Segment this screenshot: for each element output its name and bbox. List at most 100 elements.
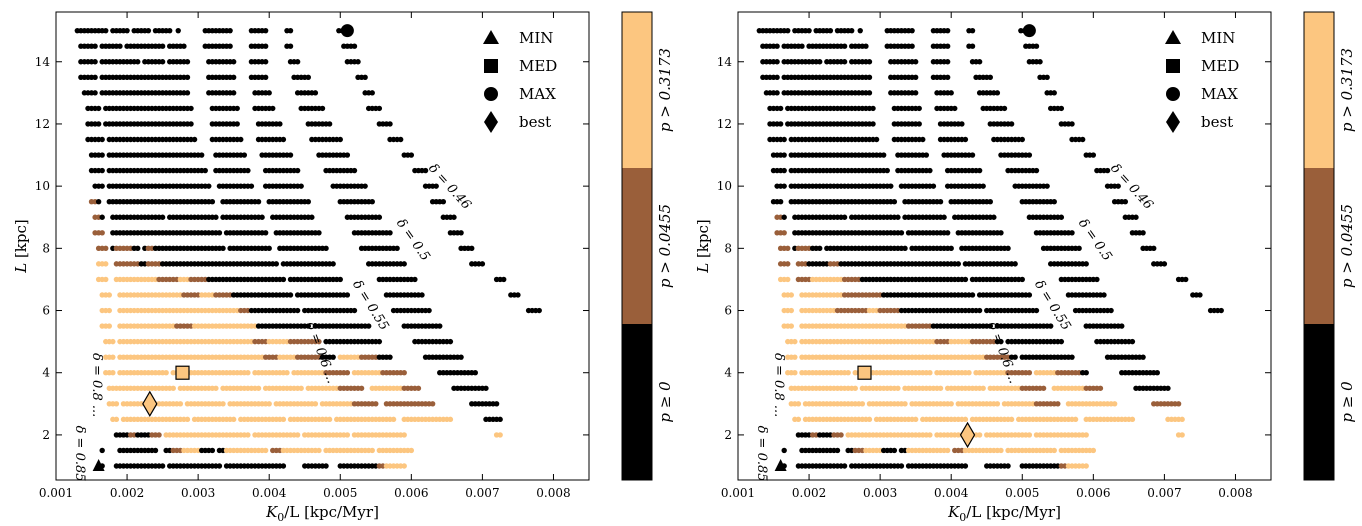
data-point	[998, 447, 1004, 454]
data-point	[497, 416, 503, 423]
data-point	[159, 463, 166, 469]
data-point	[216, 230, 223, 236]
data-point	[262, 230, 269, 236]
data-point	[785, 261, 791, 267]
colorbar-segment	[622, 324, 652, 480]
data-point	[394, 245, 400, 252]
x-axis-label-main: K	[947, 503, 960, 521]
x-tick-label: 0.006	[394, 486, 428, 500]
delta-label: δ = 0.8 ...	[771, 353, 786, 417]
data-point	[994, 401, 1001, 407]
data-point	[827, 27, 834, 34]
data-point	[987, 74, 993, 81]
data-point	[1069, 354, 1075, 360]
x-tick-label: 0.001	[721, 486, 755, 500]
data-point	[1005, 463, 1011, 469]
data-point	[316, 338, 322, 345]
data-point	[788, 307, 794, 314]
data-point	[287, 27, 294, 34]
data-point	[1094, 276, 1100, 283]
data-point	[1090, 447, 1097, 454]
data-point	[152, 447, 159, 454]
data-point	[785, 27, 791, 34]
data-point	[106, 323, 113, 329]
x-tick-label: 0.008	[536, 486, 570, 500]
data-point	[863, 43, 869, 49]
data-point	[298, 183, 304, 189]
data-point	[110, 370, 116, 376]
data-point	[777, 121, 784, 127]
data-point	[1001, 105, 1008, 112]
data-point	[262, 74, 269, 81]
data-point	[408, 447, 415, 454]
data-point	[220, 245, 226, 252]
data-point	[1005, 245, 1011, 252]
data-point	[451, 214, 457, 220]
data-point	[298, 385, 304, 391]
data-point	[184, 59, 191, 65]
data-point	[365, 323, 372, 329]
data-point	[103, 245, 109, 252]
data-point	[1008, 121, 1015, 127]
data-point	[294, 307, 301, 314]
x-tick-label: 0.006	[1076, 486, 1110, 500]
data-point	[188, 121, 194, 127]
data-point	[927, 370, 933, 376]
data-point	[305, 198, 311, 205]
right-panel: 0.001 0.002 0.003 0.004 0.005 0.006 0.007 0.008…	[694, 11, 1356, 524]
data-point	[234, 121, 240, 127]
data-point	[1090, 152, 1097, 158]
data-point	[319, 105, 326, 112]
legend-label: MIN	[519, 29, 553, 47]
data-point	[916, 105, 922, 112]
data-point	[841, 214, 848, 220]
data-point	[1111, 401, 1118, 407]
data-point	[937, 385, 944, 391]
data-point	[159, 59, 166, 65]
data-point	[337, 136, 343, 143]
data-point	[866, 59, 873, 65]
data-point	[351, 167, 358, 174]
data-point	[795, 416, 802, 423]
data-point	[344, 292, 351, 298]
data-point	[99, 183, 105, 189]
data-point	[362, 183, 368, 189]
data-point	[859, 401, 866, 407]
data-point	[788, 323, 794, 329]
data-point	[344, 152, 351, 158]
legend-circle-icon	[1166, 87, 1180, 101]
data-point	[106, 292, 113, 298]
data-point	[1051, 198, 1057, 205]
data-point	[337, 276, 343, 283]
data-point	[255, 385, 262, 391]
data-point	[266, 401, 272, 407]
x-tick-label: 0.005	[1005, 486, 1039, 500]
data-point	[159, 43, 166, 49]
y-tick-label: 6	[42, 304, 50, 318]
x-tick-label: 0.002	[110, 486, 144, 500]
data-point	[969, 27, 976, 34]
data-point	[184, 416, 191, 423]
legend-square-icon	[1166, 59, 1180, 73]
data-point	[316, 447, 322, 454]
data-point	[362, 74, 368, 81]
data-point	[447, 416, 454, 423]
data-point	[326, 121, 333, 127]
legend-label: best	[519, 113, 551, 131]
data-point	[898, 230, 905, 236]
data-point	[238, 136, 244, 143]
data-point	[373, 401, 379, 407]
data-point	[1058, 214, 1065, 220]
legend-label: MAX	[1201, 85, 1238, 103]
data-point	[937, 198, 944, 205]
data-point	[959, 121, 965, 127]
data-point	[536, 307, 542, 314]
colorbar-segment	[1304, 168, 1334, 324]
data-point	[124, 27, 130, 34]
data-point	[1033, 167, 1040, 174]
data-point	[980, 385, 986, 391]
data-point	[902, 245, 908, 252]
data-point	[866, 74, 873, 81]
x-axis-label-rest: /L [kpc/Myr]	[284, 503, 379, 521]
